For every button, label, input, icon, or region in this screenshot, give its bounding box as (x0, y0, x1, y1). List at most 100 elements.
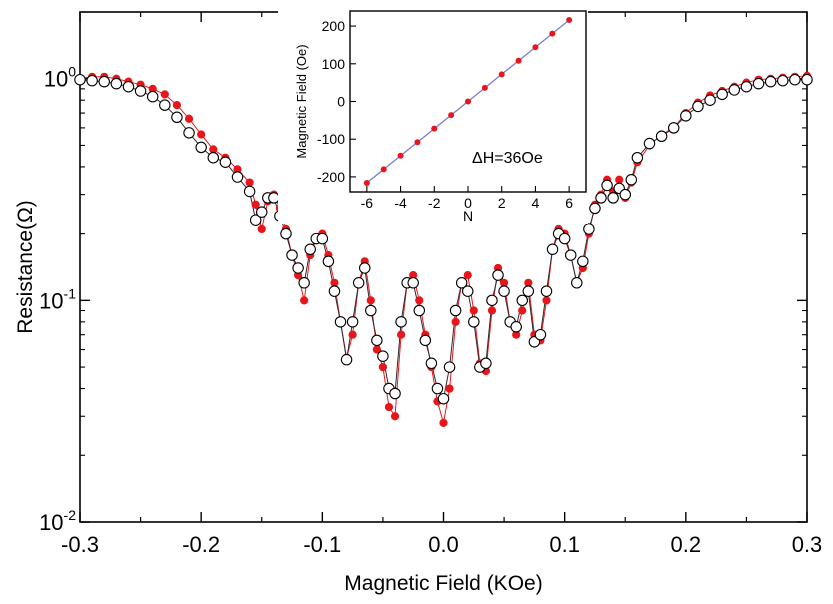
main-point-open (480, 357, 492, 370)
main-x-tick-label: 0.3 (792, 532, 823, 557)
main-point-open (510, 321, 522, 333)
main-point-open (740, 80, 753, 93)
main-point-open (764, 75, 777, 88)
main-point-open (292, 262, 304, 274)
main-y-tick-exponent: -1 (64, 285, 77, 301)
main-point-open (249, 214, 262, 226)
main-point-open (558, 232, 571, 245)
main-point-filled (209, 145, 218, 154)
main-point-open (540, 285, 553, 297)
main-point-open (316, 232, 329, 245)
main-point-filled (330, 278, 339, 287)
main-point-filled (378, 362, 388, 372)
main-y-tick-exponent: -2 (64, 507, 77, 523)
main-point-open (455, 277, 468, 289)
main-y-ticks: 100 10-1 10-2 (39, 11, 807, 535)
inset-x-tick-label: 2 (498, 195, 506, 211)
main-point-open (146, 90, 159, 103)
main-point-open (655, 130, 668, 143)
inset-y-tick-label: 200 (322, 18, 346, 34)
main-point-open (461, 285, 474, 297)
main-point-open (243, 185, 256, 198)
main-point-open (631, 151, 644, 164)
main-point-open (286, 249, 298, 261)
main-point-open (134, 85, 147, 97)
main-point-open (607, 192, 619, 204)
main-point-open (377, 350, 389, 362)
inset-y-tick-label: -200 (317, 169, 345, 185)
main-point-open (171, 111, 183, 124)
main-point-open (346, 316, 359, 328)
main-point-filled (524, 278, 533, 287)
inset-y-tick-label: 0 (337, 94, 345, 110)
main-x-tick-label: 0.0 (428, 532, 459, 557)
main-point-open (486, 294, 498, 307)
main-point-open (413, 304, 426, 317)
inset-series (363, 17, 573, 186)
main-point-filled (615, 175, 624, 184)
main-point-open (752, 77, 765, 90)
main-point-filled (487, 306, 497, 315)
main-point-open (449, 304, 462, 317)
inset-point (380, 166, 387, 173)
main-point-open (589, 202, 601, 215)
main-point-filled (348, 330, 357, 339)
main-point-open (407, 277, 419, 289)
main-point-open (468, 316, 480, 328)
main-point-open (692, 100, 704, 113)
main-x-axis-title: Magnetic Field (KOe) (344, 572, 542, 595)
inset-point (465, 98, 471, 105)
main-point-open (207, 151, 220, 164)
main-point-open (583, 223, 595, 235)
main-point-open (304, 243, 316, 256)
main-point-open (395, 316, 407, 328)
main-point-open (389, 387, 401, 400)
main-point-open (425, 357, 438, 370)
main-point-open (268, 192, 280, 204)
main-y-tick-label: 100 (44, 64, 76, 92)
main-point-open (492, 269, 504, 281)
main-point-open (352, 277, 365, 289)
main-point-open (371, 334, 383, 347)
main-point-open (522, 285, 535, 297)
inset-point (397, 152, 404, 159)
main-point-open (431, 382, 444, 395)
main-x-tick-label: -0.3 (61, 532, 99, 557)
main-point-filled (300, 296, 309, 305)
main-x-tick-label: -0.2 (182, 532, 220, 557)
main-point-filled (463, 271, 472, 280)
main-point-filled (542, 296, 551, 305)
main-point-filled (160, 90, 169, 99)
main-x-tick-label: 0.1 (549, 532, 580, 557)
main-point-open (564, 249, 577, 261)
main-point-open (601, 179, 613, 192)
inset-point (532, 44, 539, 51)
main-point-open (516, 294, 529, 307)
inset-x-tick-label: -4 (394, 195, 407, 211)
main-point-open (577, 255, 589, 268)
main-point-filled (439, 418, 448, 427)
main-point-filled (518, 306, 527, 315)
inset-x-tick-label: 0 (464, 195, 472, 211)
main-point-open (86, 74, 98, 87)
main-point-open (219, 156, 232, 168)
main-point-open (298, 277, 310, 289)
main-point-open (571, 277, 583, 289)
main-y-axis-title: Resistance(Ω) (14, 200, 37, 334)
main-point-filled (499, 278, 509, 287)
main-point-filled (469, 306, 478, 315)
main-plot: -0.3 -0.2 -0.1 0.0 0.1 0.2 0.3 100 10-1 10-2 Mag… (14, 11, 823, 595)
inset-plot: -6 -4 -2 0 2 4 6 -200 -100 0 100 200 N Magnetic Fi… (278, 9, 588, 224)
main-point-open (704, 94, 716, 106)
inset-annotation: ΔH=36Oe (472, 150, 543, 167)
main-y-tick-label: 10-2 (39, 507, 76, 535)
main-y-tick-exponent: 0 (68, 64, 76, 80)
main-point-filled (251, 200, 260, 209)
main-point-filled (396, 330, 406, 339)
main-point-open (74, 73, 86, 86)
main-point-open (334, 316, 347, 328)
main-point-open (443, 361, 456, 373)
main-point-open (98, 75, 110, 88)
main-point-open (437, 392, 450, 405)
main-point-open (643, 137, 656, 150)
